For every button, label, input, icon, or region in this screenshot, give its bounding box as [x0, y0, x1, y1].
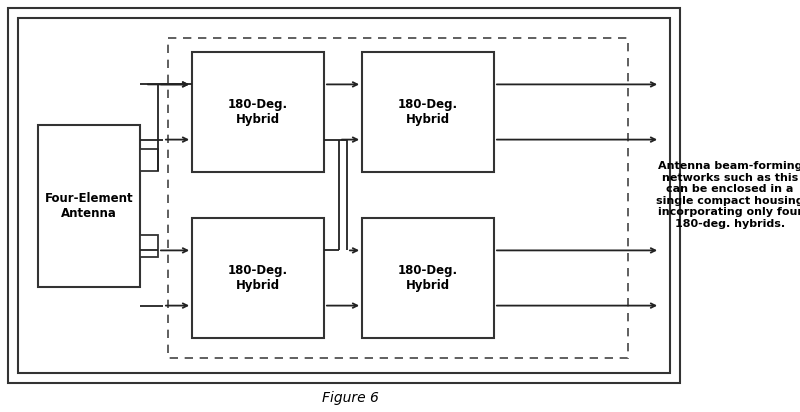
Bar — [362, 218, 494, 338]
Bar — [192, 218, 324, 338]
Bar — [362, 52, 494, 172]
Text: Antenna beam-forming
networks such as this
can be enclosed in a
single compact h: Antenna beam-forming networks such as th… — [656, 161, 800, 229]
Bar — [168, 38, 628, 358]
Text: 180-Deg.
Hybrid: 180-Deg. Hybrid — [398, 264, 458, 292]
Text: 180-Deg.
Hybrid: 180-Deg. Hybrid — [228, 98, 288, 126]
Text: Four-Element
Antenna: Four-Element Antenna — [45, 192, 134, 220]
Bar — [8, 8, 680, 383]
Bar — [38, 125, 140, 287]
Text: Figure 6: Figure 6 — [322, 391, 378, 405]
Bar — [18, 18, 670, 373]
Bar — [192, 52, 324, 172]
Bar — [140, 149, 158, 171]
Text: 180-Deg.
Hybrid: 180-Deg. Hybrid — [228, 264, 288, 292]
Text: 180-Deg.
Hybrid: 180-Deg. Hybrid — [398, 98, 458, 126]
Bar — [140, 235, 158, 257]
